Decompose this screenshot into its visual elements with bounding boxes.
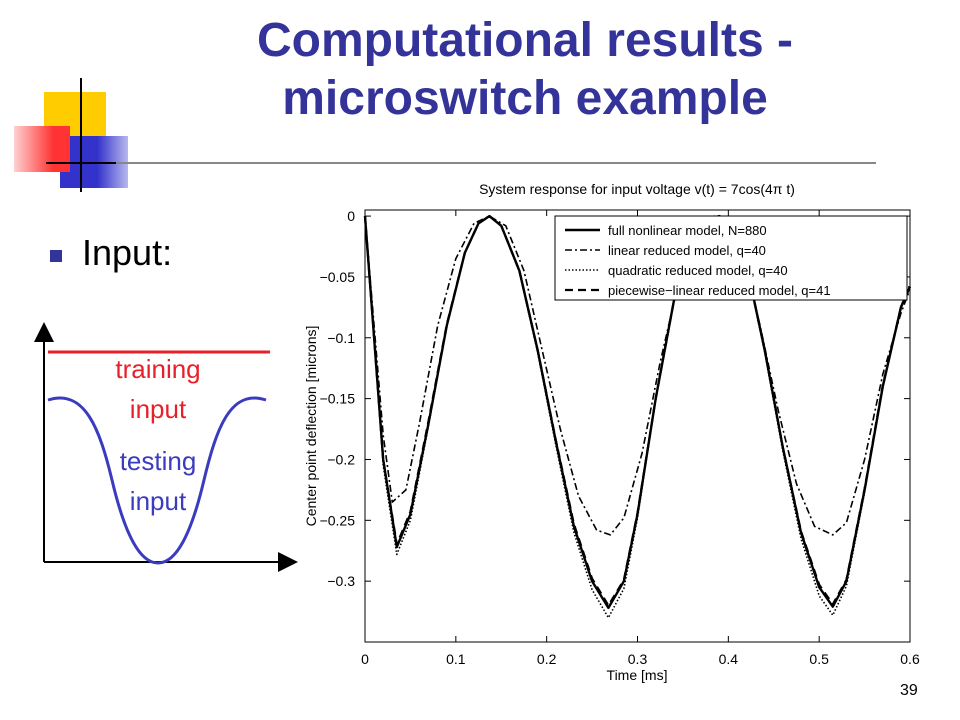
decor-red-square [14,126,70,172]
x-tick-label: 0.3 [628,651,648,667]
y-tick-label: −0.1 [327,330,355,346]
training-label-1: training [115,354,200,384]
input-diagram: training input testing input [34,322,298,572]
legend-entry: piecewise−linear reduced model, q=41 [608,283,831,298]
y-tick-label: −0.2 [327,451,355,467]
legend-entry: linear reduced model, q=40 [608,243,766,258]
series-line-dashdot [364,215,911,536]
testing-input-curve [47,396,267,565]
x-tick-label: 0.1 [446,651,466,667]
series-lines [363,214,912,619]
legend-entry: quadratic reduced model, q=40 [608,263,788,278]
decor-vertical-line [80,78,82,192]
testing-label-1: testing [120,446,197,476]
chart-legend: full nonlinear model, N=880 linear reduce… [554,215,908,301]
title-line-1: Computational results - [256,14,794,67]
testing-label-2: input [130,486,187,516]
title-underline [116,162,876,164]
bullet-input-text: Input: [82,232,173,273]
x-tick-label: 0.4 [719,651,739,667]
y-axis: 0 −0.05 −0.1 −0.15 −0.2 −0.25 −0.3 [320,208,910,589]
legend-box [554,215,908,301]
page-number: 39 [900,682,918,699]
x-tick-label: 0.5 [809,651,829,667]
bullet-marker [50,250,62,262]
x-tick-label: 0 [361,651,369,667]
y-tick-label: −0.3 [327,573,355,589]
y-tick-label: −0.05 [320,269,356,285]
title-line-2: microswitch example [282,72,768,125]
y-axis-label: Center point deflection [microns] [303,326,319,527]
x-axis: 0 0.1 0.2 0.3 0.4 0.5 0.6 [361,210,920,667]
decor-horizontal-line [46,162,116,164]
x-axis-label: Time [ms] [607,667,668,683]
response-chart: System response for input voltage v(t) =… [303,181,920,683]
series-line-solid [363,214,912,610]
x-tick-label: 0.2 [537,651,557,667]
y-tick-label: −0.15 [320,391,356,407]
legend-entry: full nonlinear model, N=880 [608,223,767,238]
y-tick-label: −0.25 [320,512,356,528]
training-label-2: input [130,394,187,424]
slide-title: Computational results - microswitch exam… [130,12,920,128]
chart-title: System response for input voltage v(t) =… [479,181,795,197]
x-tick-label: 0.6 [900,651,920,667]
y-tick-label: 0 [347,208,355,224]
